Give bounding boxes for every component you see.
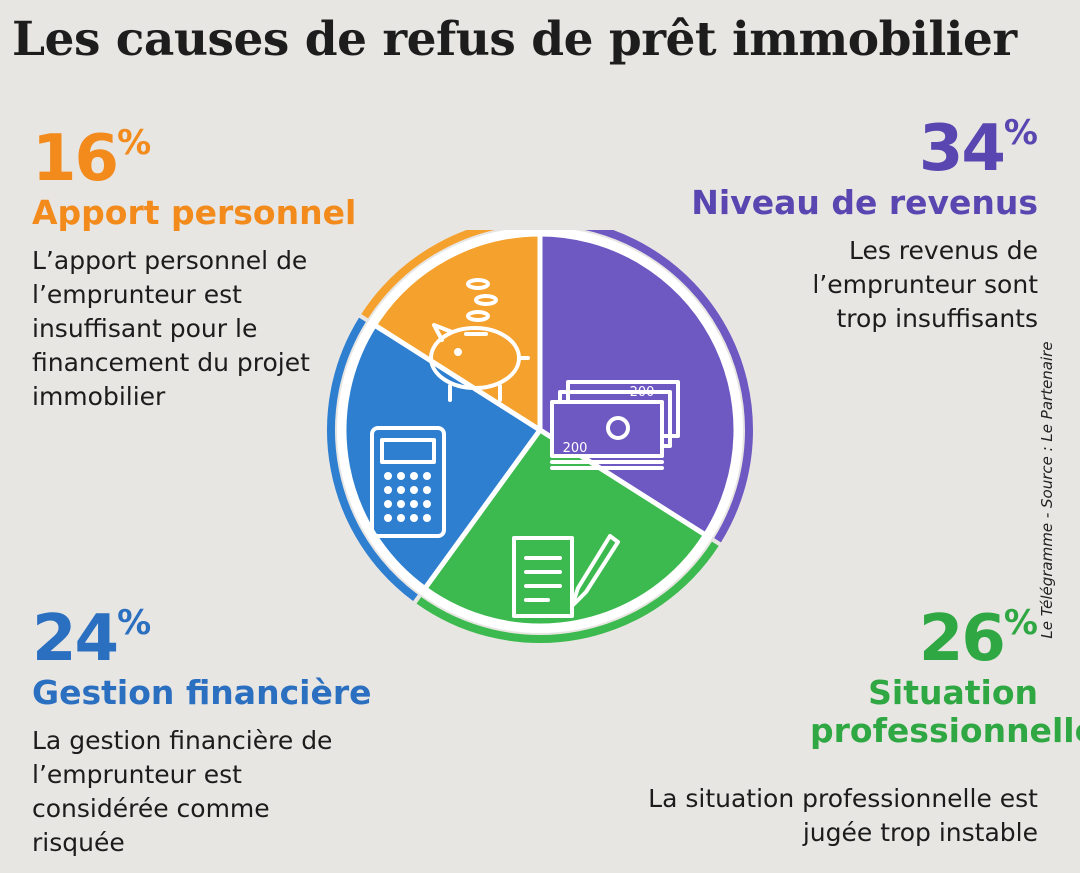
percent-situation: 26% xyxy=(610,588,1038,674)
calculator-icon xyxy=(370,426,446,538)
piggy-bank-icon xyxy=(429,278,530,402)
banknotes-icon: 200 200 xyxy=(550,380,680,470)
percent-sign: % xyxy=(1003,113,1038,153)
pie-inner-ring xyxy=(337,230,743,633)
category-revenus: 34% Niveau de revenus Les revenus de l’e… xyxy=(640,98,1038,336)
description-revenus: Les revenus de l’emprunteur sont trop in… xyxy=(812,236,1038,333)
pie-slice-situation-professionnelle xyxy=(422,427,708,629)
pie-ring-segment xyxy=(584,230,753,543)
pie-chart: 200 200 xyxy=(327,230,753,643)
heading-apport: Apport personnel xyxy=(32,193,357,232)
percent-gestion: 24% xyxy=(32,588,432,674)
pie-ring-segment xyxy=(361,230,496,319)
description-situation: La situation professionnelle est jugée t… xyxy=(648,784,1038,847)
contract-pen-icon xyxy=(512,534,620,618)
percent-value: 26 xyxy=(918,602,1006,676)
percent-value: 16 xyxy=(32,122,119,196)
heading-situation: Situation professionnelle xyxy=(810,673,1080,750)
pie-ring-segment xyxy=(327,317,418,602)
heading-revenus: Niveau de revenus xyxy=(691,183,1038,222)
category-gestion: 24% Gestion financière La gestion financ… xyxy=(32,588,432,860)
banknote-label: 200 xyxy=(563,441,588,456)
percent-value: 24 xyxy=(32,602,119,676)
description-gestion: La gestion financière de l’emprunteur es… xyxy=(32,726,333,857)
percent-apport: 16% xyxy=(32,108,402,194)
page-title: Les causes de refus de prêt immobilier xyxy=(12,12,1017,67)
category-apport: 16% Apport personnel L’apport personnel … xyxy=(32,108,402,414)
pie-ring-segment xyxy=(416,541,719,643)
percent-sign: % xyxy=(117,123,152,163)
percent-revenus: 34% xyxy=(640,98,1038,184)
percent-sign: % xyxy=(117,603,152,643)
percent-sign: % xyxy=(1003,603,1038,643)
banknote-label: 200 xyxy=(630,385,655,400)
source-credit: Le Télégramme - Source : Le Partenaire xyxy=(1038,341,1056,639)
category-situation: 26% Situation professionnelle La situati… xyxy=(610,588,1080,850)
heading-gestion: Gestion financière xyxy=(32,673,372,712)
description-apport: L’apport personnel de l’emprunteur est i… xyxy=(32,246,310,411)
percent-value: 34 xyxy=(918,112,1006,186)
